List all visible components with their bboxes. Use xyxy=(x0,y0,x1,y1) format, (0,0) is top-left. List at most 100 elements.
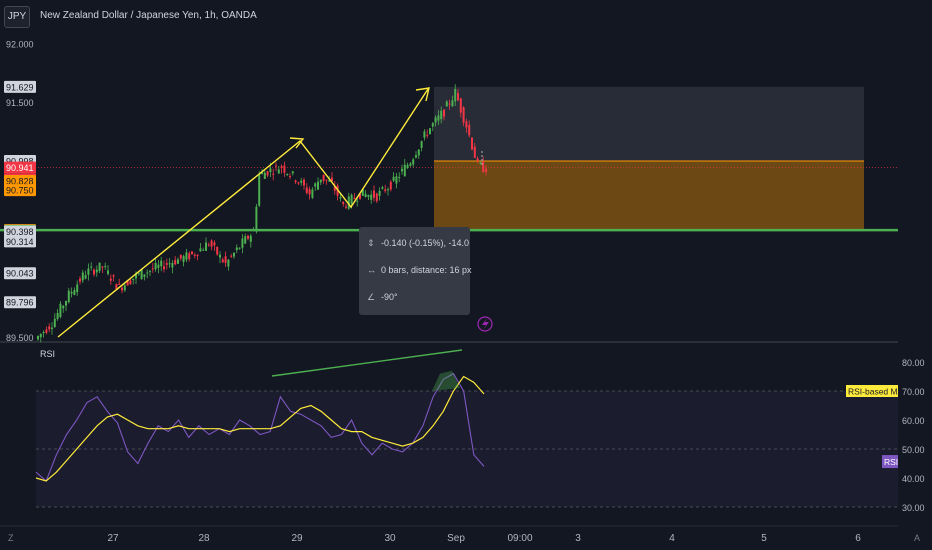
candle-body xyxy=(112,275,115,277)
arrow-head-2 xyxy=(415,87,430,102)
candle-body xyxy=(255,206,258,232)
candle-body xyxy=(426,134,429,136)
candle-body xyxy=(322,174,325,181)
candle-body xyxy=(375,193,378,202)
candle-body xyxy=(476,158,479,161)
candle-body xyxy=(137,273,140,275)
price-badge-label: 90.998 xyxy=(6,156,34,166)
candles xyxy=(37,84,487,343)
candle-body xyxy=(79,278,81,282)
candle-body xyxy=(149,270,151,272)
candle-body xyxy=(73,290,76,295)
measure-angle-text: -90° xyxy=(381,292,398,302)
candle-body xyxy=(331,177,333,182)
bars-range-icon: ↔ xyxy=(367,265,376,275)
rsi-tick-label: 30.00 xyxy=(902,503,925,513)
time-tick-label: 09:00 xyxy=(507,533,532,544)
candle-body xyxy=(67,290,70,303)
candle-body xyxy=(361,188,364,196)
candle-body xyxy=(300,180,303,183)
axes: 27 28 29 30 Sep 09:00 3 4 5 6 Z A 92.000 91.500 89.500… xyxy=(0,39,932,550)
candle-body xyxy=(230,255,233,257)
candle-body xyxy=(370,194,373,200)
candle-body xyxy=(160,260,163,267)
candle-body xyxy=(115,284,118,290)
candle-body xyxy=(207,244,210,246)
target-zone xyxy=(434,86,864,161)
candle-body xyxy=(193,254,196,256)
candle-body xyxy=(423,131,426,138)
rsi-value-badge xyxy=(882,455,898,469)
candle-body xyxy=(473,146,476,158)
candle-body xyxy=(177,259,179,264)
candle-body xyxy=(140,269,143,280)
candle-body xyxy=(121,287,123,291)
symbol-badge[interactable]: JPY xyxy=(4,6,30,28)
candle-body xyxy=(417,149,420,156)
price-badge xyxy=(4,235,36,248)
measure-bars-text: 0 bars, distance: 16 px xyxy=(381,265,472,275)
time-tick-label: 27 xyxy=(107,533,119,544)
rsi-panel xyxy=(35,349,898,508)
measure-tooltip: ⇕ -0.140 (-0.15%), -14.0 ↔ 0 bars, distanc… xyxy=(359,227,472,315)
price-badge xyxy=(4,225,36,238)
candle-body xyxy=(202,249,205,251)
candle-body xyxy=(325,179,328,181)
candle-body xyxy=(392,176,395,181)
candle-body xyxy=(235,247,238,251)
time-tick-label: Sep xyxy=(447,533,465,544)
rsi-tick-label: 40.00 xyxy=(902,474,925,484)
candle-body xyxy=(406,164,409,169)
candle-body xyxy=(42,332,45,334)
candle-body xyxy=(168,263,171,265)
candle-body xyxy=(434,117,437,123)
candle-body xyxy=(303,179,305,186)
rsi-line xyxy=(35,372,485,482)
candle-body xyxy=(389,181,392,190)
candle-body xyxy=(157,264,160,268)
price-tick-label: 92.000 xyxy=(6,39,34,49)
arrow-head-1 xyxy=(289,137,305,149)
time-tick-label: 5 xyxy=(761,533,767,544)
candle-body xyxy=(210,240,213,247)
rsi-ma-badge-label: RSI-based MA xyxy=(848,387,904,397)
candle-body xyxy=(317,181,319,190)
candle-body xyxy=(165,263,168,265)
candle-body xyxy=(244,236,247,244)
candle-body xyxy=(305,187,308,194)
candle-body xyxy=(398,177,401,179)
candle-body xyxy=(384,189,387,192)
candle-body xyxy=(182,256,185,263)
candle-body xyxy=(258,174,261,206)
candle-body xyxy=(445,101,448,107)
candle-body xyxy=(275,165,277,167)
candle-body xyxy=(314,183,317,187)
candle-body xyxy=(291,171,294,174)
time-axis-right-icon: A xyxy=(914,533,920,543)
candle-body xyxy=(123,285,126,291)
candle-body xyxy=(62,305,65,309)
candle-body xyxy=(342,201,345,205)
candle-body xyxy=(98,262,101,271)
candle-body xyxy=(199,248,202,252)
candle-body xyxy=(221,259,224,263)
candle-body xyxy=(479,162,482,164)
candle-body xyxy=(378,190,381,196)
candle-body xyxy=(263,172,266,179)
candle-body xyxy=(420,141,423,148)
rsi-ma-line xyxy=(35,375,485,482)
candle-body xyxy=(429,128,431,135)
candle-body xyxy=(188,253,191,260)
candle-body xyxy=(462,107,465,123)
candle-body xyxy=(294,180,297,183)
candle-body xyxy=(249,235,252,242)
candle-body xyxy=(359,193,361,199)
time-tick-label: 30 xyxy=(384,533,396,544)
candle-body xyxy=(126,280,129,286)
overbought-fill xyxy=(432,370,460,391)
candle-body xyxy=(216,246,219,255)
candle-body xyxy=(154,262,157,270)
price-badge-label: 90.828 xyxy=(6,176,34,186)
candle-body xyxy=(213,242,216,246)
